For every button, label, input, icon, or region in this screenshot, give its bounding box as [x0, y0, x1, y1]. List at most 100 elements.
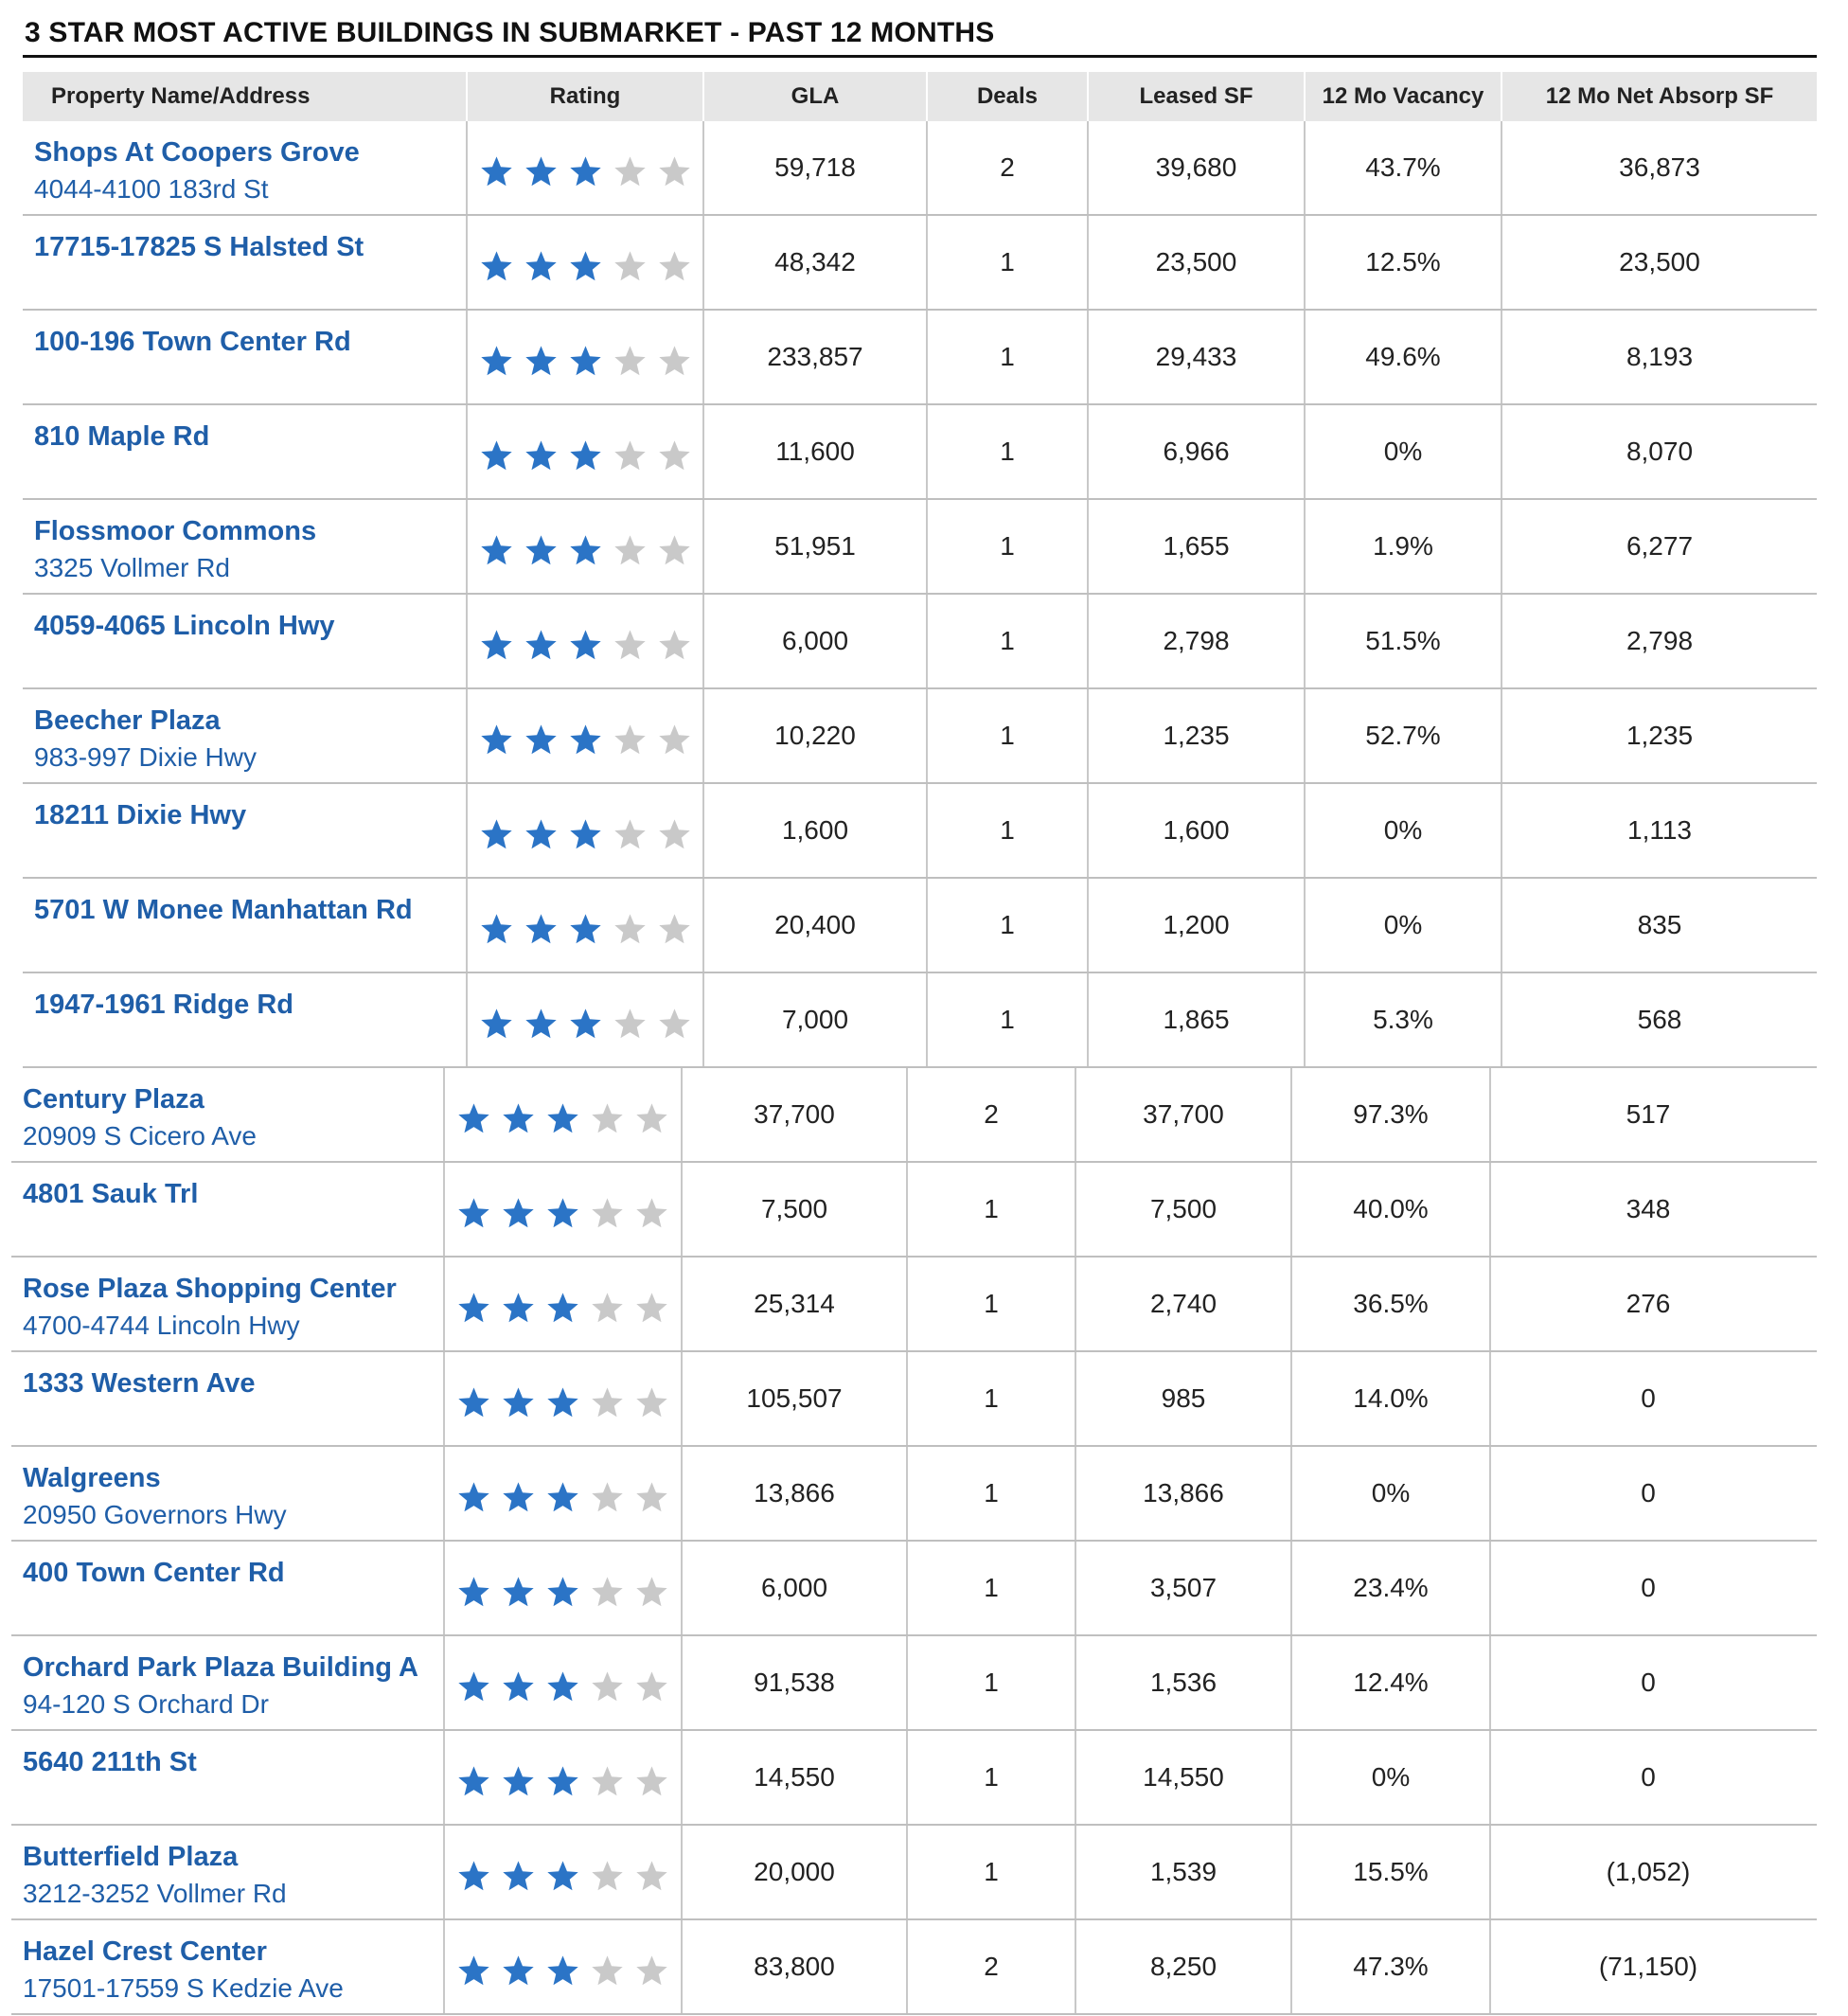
- property-name-link[interactable]: Orchard Park Plaza Building A: [23, 1652, 418, 1683]
- vacancy-cell: 97.3%: [1292, 1068, 1491, 1161]
- property-name-link[interactable]: Walgreens: [23, 1463, 161, 1493]
- star-filled-icon: [458, 1197, 489, 1227]
- property-address-link[interactable]: 94-120 S Orchard Dr: [23, 1689, 269, 1719]
- star-filled-icon: [503, 1576, 534, 1606]
- property-address-link[interactable]: 20950 Governors Hwy: [23, 1500, 287, 1529]
- property-name-link[interactable]: 4801 Sauk Trl: [23, 1179, 199, 1209]
- star-empty-icon: [636, 1576, 667, 1606]
- property-cell: Hazel Crest Center 17501-17559 S Kedzie A…: [11, 1920, 445, 2013]
- net-absorption-cell: 0: [1641, 1668, 1656, 1697]
- table-body: Shops At Coopers Grove 4044-4100 183rd St…: [11, 121, 1817, 2015]
- property-name-link[interactable]: 1333 Western Ave: [23, 1368, 256, 1399]
- star-empty-icon: [636, 1670, 667, 1701]
- deals-cell: 1: [908, 1258, 1076, 1350]
- star-rating: [479, 249, 692, 284]
- property-name-link[interactable]: Century Plaza: [23, 1084, 204, 1115]
- vacancy-cell: 0%: [1306, 405, 1502, 498]
- star-filled-icon: [458, 1292, 489, 1322]
- property-address-link[interactable]: 3212-3252 Vollmer Rd: [23, 1879, 287, 1908]
- property-name-link[interactable]: Beecher Plaza: [34, 705, 221, 736]
- star-filled-icon: [524, 155, 557, 186]
- table-row: 100-196 Town Center Rd 233,857 1 29,433 49.6…: [23, 311, 1817, 405]
- star-filled-icon: [503, 1481, 534, 1511]
- star-empty-icon: [658, 439, 690, 470]
- star-empty-icon: [613, 629, 646, 659]
- property-name-link[interactable]: Rose Plaza Shopping Center: [23, 1274, 397, 1304]
- star-rating: [479, 817, 692, 852]
- net-absorption-cell: 0: [1641, 1573, 1656, 1602]
- property-cell: 5701 W Monee Manhattan Rd: [23, 879, 468, 972]
- deals-cell: 1: [908, 1163, 1076, 1256]
- star-filled-icon: [569, 723, 601, 754]
- net-absorption-cell: 835: [1637, 910, 1682, 939]
- header-vacancy: 12 Mo Vacancy: [1306, 72, 1502, 121]
- rating-cell: [468, 405, 704, 498]
- net-absorption-cell: 6,277: [1626, 531, 1694, 561]
- property-name-link[interactable]: 18211 Dixie Hwy: [34, 800, 247, 830]
- leased-sf-cell: 8,250: [1076, 1920, 1292, 2013]
- star-filled-icon: [524, 818, 557, 848]
- property-cell: 4059-4065 Lincoln Hwy: [23, 595, 468, 687]
- property-address-link[interactable]: 983-997 Dixie Hwy: [34, 742, 257, 772]
- star-empty-icon: [592, 1102, 623, 1133]
- table-row: 4801 Sauk Trl 7,500 1 7,500 40.0% 348: [11, 1163, 1817, 1258]
- property-name-link[interactable]: 810 Maple Rd: [34, 421, 210, 452]
- gla-cell: 10,220: [704, 689, 928, 782]
- property-name-link[interactable]: 5701 W Monee Manhattan Rd: [34, 895, 413, 925]
- table-row: Century Plaza 20909 S Cicero Ave 37,700 2 37…: [11, 1068, 1817, 1163]
- star-empty-icon: [592, 1860, 623, 1890]
- rating-cell: [445, 1258, 683, 1350]
- star-filled-icon: [569, 155, 601, 186]
- property-name-link[interactable]: 1947-1961 Ridge Rd: [34, 990, 294, 1020]
- property-address-link[interactable]: 20909 S Cicero Ave: [23, 1121, 257, 1151]
- table-row: 18211 Dixie Hwy 1,600 1 1,600 0% 1,113: [23, 784, 1817, 879]
- leased-sf-cell: 985: [1076, 1352, 1292, 1445]
- vacancy-cell: 51.5%: [1306, 595, 1502, 687]
- property-name-link[interactable]: 100-196 Town Center Rd: [34, 327, 351, 357]
- star-rating: [456, 1385, 669, 1420]
- deals-cell: 1: [908, 1447, 1076, 1540]
- property-name-link[interactable]: Hazel Crest Center: [23, 1936, 267, 1967]
- vacancy-cell: 43.7%: [1306, 121, 1502, 214]
- property-address-link[interactable]: 4700-4744 Lincoln Hwy: [23, 1311, 300, 1340]
- star-filled-icon: [569, 534, 601, 564]
- property-name-link[interactable]: Flossmoor Commons: [34, 516, 317, 546]
- property-cell: 400 Town Center Rd: [11, 1542, 445, 1634]
- property-cell: Century Plaza 20909 S Cicero Ave: [11, 1068, 445, 1161]
- star-empty-icon: [613, 534, 646, 564]
- deals-cell: 1: [928, 689, 1089, 782]
- property-name-link[interactable]: 17715-17825 S Halsted St: [34, 232, 364, 262]
- property-name-link[interactable]: 5640 211th St: [23, 1747, 197, 1777]
- star-filled-icon: [547, 1292, 578, 1322]
- property-address-link[interactable]: 3325 Vollmer Rd: [34, 553, 231, 582]
- star-rating: [456, 1196, 669, 1231]
- vacancy-cell: 23.4%: [1292, 1542, 1491, 1634]
- star-filled-icon: [458, 1765, 489, 1795]
- star-filled-icon: [480, 818, 512, 848]
- property-address-link[interactable]: 17501-17559 S Kedzie Ave: [23, 1973, 344, 2003]
- star-rating: [456, 1575, 669, 1610]
- gla-cell: 20,400: [704, 879, 928, 972]
- property-name-link[interactable]: Butterfield Plaza: [23, 1842, 239, 1872]
- star-filled-icon: [503, 1386, 534, 1417]
- star-empty-icon: [592, 1765, 623, 1795]
- property-cell: Orchard Park Plaza Building A 94-120 S Or…: [11, 1636, 445, 1729]
- property-name-link[interactable]: Shops At Coopers Grove: [34, 137, 360, 168]
- star-empty-icon: [658, 1008, 690, 1038]
- deals-cell: 1: [908, 1352, 1076, 1445]
- gla-cell: 25,314: [683, 1258, 908, 1350]
- property-address-link[interactable]: 4044-4100 183rd St: [34, 174, 269, 204]
- property-name-link[interactable]: 400 Town Center Rd: [23, 1558, 285, 1588]
- leased-sf-cell: 2,740: [1076, 1258, 1292, 1350]
- vacancy-cell: 36.5%: [1292, 1258, 1491, 1350]
- deals-cell: 2: [908, 1068, 1076, 1161]
- star-empty-icon: [636, 1197, 667, 1227]
- property-name-link[interactable]: 4059-4065 Lincoln Hwy: [34, 611, 335, 641]
- gla-cell: 1,600: [704, 784, 928, 877]
- rating-cell: [445, 1542, 683, 1634]
- deals-cell: 1: [928, 216, 1089, 309]
- star-empty-icon: [592, 1481, 623, 1511]
- table-header: Property Name/Address Rating GLA Deals L…: [23, 72, 1817, 121]
- vacancy-cell: 0%: [1292, 1731, 1491, 1824]
- star-filled-icon: [480, 1008, 512, 1038]
